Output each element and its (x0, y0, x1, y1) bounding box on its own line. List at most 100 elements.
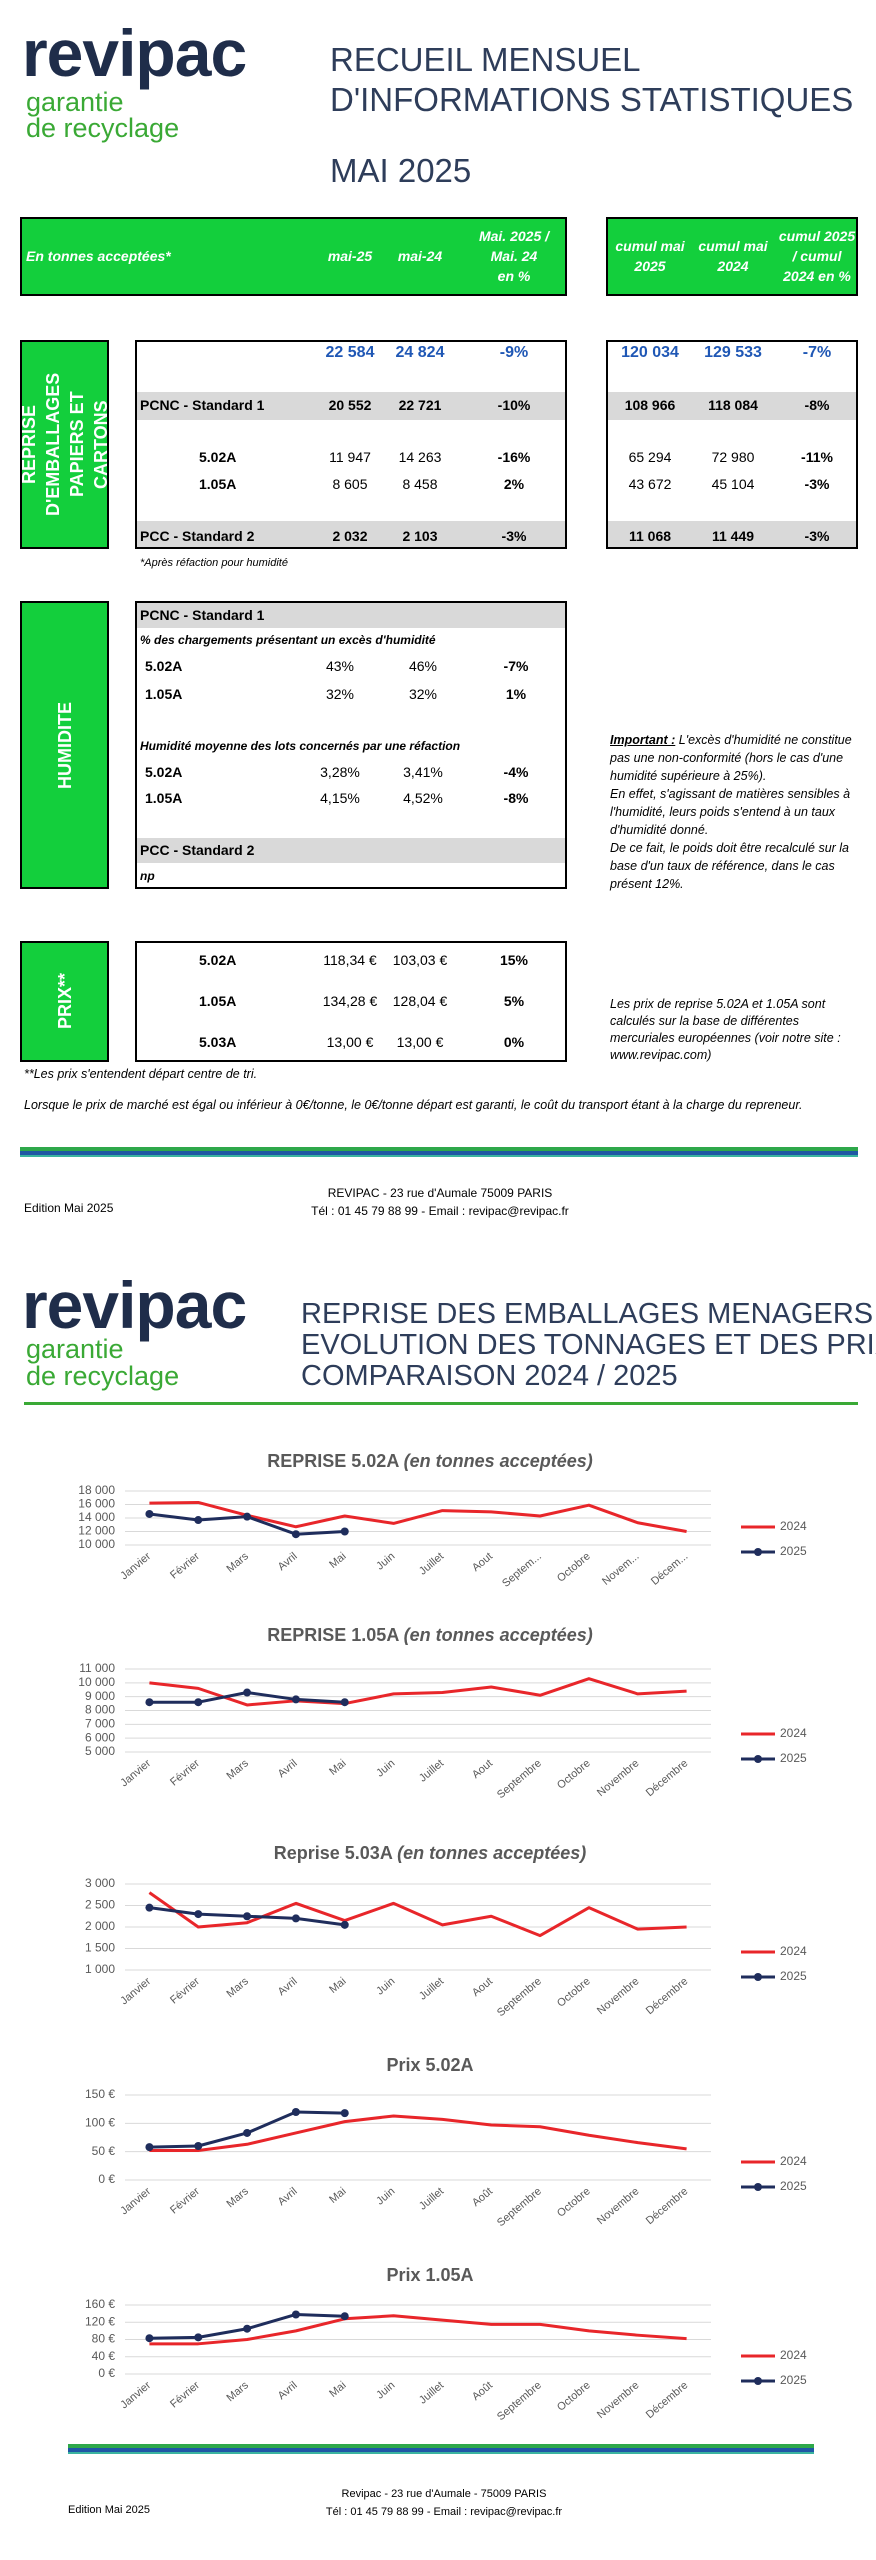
y-tick-label: 50 € (92, 2144, 116, 2158)
logo-brand: revipac (22, 16, 247, 90)
cell: 5% (503, 993, 525, 1009)
cell: -16% (497, 449, 531, 465)
x-tick-label: Septem... (500, 1550, 544, 1589)
title-line: D'INFORMATIONS STATISTIQUES (330, 81, 854, 118)
cell: 134,28 € (322, 993, 378, 1009)
row-label: PCNC - Standard 1 (140, 607, 265, 623)
section-label-text: PRIX** (54, 973, 75, 1030)
row-band (608, 392, 856, 420)
cell: 4,15% (320, 790, 360, 806)
row-band (137, 392, 565, 420)
stripe (20, 1155, 858, 1157)
point (145, 1509, 154, 1518)
chart-title-main: Reprise 5.03A (274, 1843, 393, 1863)
legend-marker (754, 1548, 762, 1556)
x-tick-label: Mai (327, 2185, 348, 2206)
x-tick-label: Février (168, 1550, 202, 1581)
cell: 11 068 (628, 528, 672, 544)
x-tick-label: Mars (224, 1757, 251, 1782)
footer-address: Revipac - 23 rue d'Aumale - 75009 PARIS (341, 2488, 547, 2500)
y-tick-label: 18 000 (78, 1483, 115, 1497)
stripe (20, 1151, 858, 1155)
x-tick-label: Novembre (595, 1757, 642, 1799)
footer-address: REVIPAC - 23 rue d'Aumale 75009 PARIS (327, 1186, 553, 1200)
x-tick-label: Janvier (118, 2185, 153, 2217)
row-label: 5.02A (145, 764, 183, 780)
header-cum-col-line: 2024 en % (783, 268, 851, 284)
point (291, 2310, 300, 2319)
header-cum-col-line: / cumul (792, 248, 842, 264)
note-text: En effet, s'agissant de matières sensibl… (610, 787, 851, 837)
section-label-text: HUMIDITE (54, 701, 75, 789)
cell: -3% (804, 476, 830, 492)
row-label: np (140, 869, 155, 883)
cell: -8% (503, 790, 529, 806)
x-tick-label: Décembre (644, 2185, 691, 2227)
y-tick-label: 1 000 (85, 1962, 115, 1976)
y-tick-label: 7 000 (85, 1717, 115, 1731)
point (194, 2333, 203, 2342)
header-cum-col-line: cumul mai (615, 238, 685, 254)
x-tick-label: Juin (374, 1757, 397, 1779)
header-col-line: mai-24 (397, 248, 443, 264)
x-tick-label: Avril (276, 1975, 300, 1998)
x-tick-label: Août (470, 2379, 495, 2403)
logo-tagline: garantie (26, 87, 124, 117)
note: Les prix de reprise 5.02A et 1.05A sont … (610, 997, 841, 1062)
cell: 20 552 (328, 397, 372, 413)
x-tick-label: Mars (224, 2185, 251, 2210)
rule (24, 1402, 858, 1405)
row-label: 1.05A (145, 686, 183, 702)
y-tick-label: 12 000 (78, 1524, 115, 1538)
row-band (608, 521, 856, 547)
point (340, 2109, 349, 2118)
point (291, 1695, 300, 1704)
row-band (137, 838, 565, 863)
note: Important : L'excès d'humidité ne consti… (610, 731, 860, 893)
cell: 22 584 (325, 344, 375, 361)
series-line (149, 2314, 687, 2346)
point (145, 2334, 154, 2343)
cell: 11 947 (329, 449, 371, 465)
x-tick-label: Juillet (417, 1757, 446, 1784)
header-col: mai-25 (300, 246, 400, 266)
stripe (68, 2452, 814, 2454)
chart-title-main: Prix 1.05A (386, 2265, 473, 2285)
x-tick-label: Décembre (644, 2379, 691, 2421)
x-tick-label: Janvier (118, 1550, 153, 1582)
chart-title-main: REPRISE 5.02A (267, 1451, 399, 1471)
series-line (148, 1891, 687, 1938)
header-cum-col-line: cumul 2025 (778, 228, 856, 244)
x-tick-label: Février (168, 2185, 202, 2216)
header-cum-col-line: 2024 (717, 258, 749, 274)
series-line (149, 2114, 687, 2153)
legend-label: 2025 (780, 1751, 807, 1765)
title-line: EVOLUTION DES TONNAGES ET DES PRIX (301, 1329, 876, 1361)
row-label: 1.05A (199, 993, 237, 1009)
logo-brand: revipac (22, 1268, 247, 1342)
y-tick-label: 100 € (85, 2116, 115, 2130)
x-tick-label: Juin (374, 1550, 397, 1572)
header-col: Mai. 2025 / Mai. 24 en % (464, 226, 564, 286)
cell: 3,28% (320, 764, 360, 780)
cell: -10% (497, 397, 531, 413)
note-text: De ce fait, le poids doit être recalculé… (610, 841, 850, 891)
x-tick-label: Juin (374, 2379, 397, 2401)
y-tick-label: 80 € (92, 2332, 116, 2346)
legend-label: 2024 (780, 2348, 807, 2362)
chart: REPRISE 1.05A (en tonnes acceptées) 5 000… (78, 1625, 807, 1801)
cell: 103,03 € (392, 952, 448, 968)
y-tick-label: 150 € (85, 2087, 115, 2101)
point (291, 1914, 300, 1923)
cell: -11% (801, 449, 833, 465)
legend-label: 2025 (780, 1969, 807, 1983)
cell: 120 034 (621, 344, 679, 361)
x-tick-label: Juillet (417, 2379, 446, 2406)
point (243, 2128, 252, 2137)
x-tick-label: Aout (470, 1550, 495, 1574)
table-box (135, 601, 567, 889)
cell: -3% (804, 528, 830, 544)
section-label: REPRISE D'EMBALLAGES PAPIERS ET CARTONS (19, 340, 111, 549)
x-tick-label: Septembre (495, 2379, 544, 2423)
x-tick-label: Novembre (595, 2185, 642, 2227)
